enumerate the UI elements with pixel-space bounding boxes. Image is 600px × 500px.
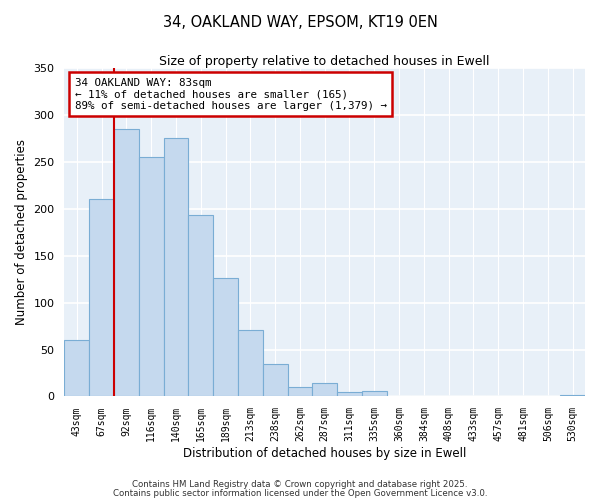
Bar <box>337 392 362 396</box>
Bar <box>560 394 585 396</box>
Text: Contains public sector information licensed under the Open Government Licence v3: Contains public sector information licen… <box>113 489 487 498</box>
Text: 34, OAKLAND WAY, EPSOM, KT19 0EN: 34, OAKLAND WAY, EPSOM, KT19 0EN <box>163 15 437 30</box>
Bar <box>287 387 313 396</box>
Bar <box>263 364 287 396</box>
Bar <box>64 340 89 396</box>
X-axis label: Distribution of detached houses by size in Ewell: Distribution of detached houses by size … <box>183 447 466 460</box>
Bar <box>213 278 238 396</box>
Bar <box>164 138 188 396</box>
Text: 34 OAKLAND WAY: 83sqm
← 11% of detached houses are smaller (165)
89% of semi-det: 34 OAKLAND WAY: 83sqm ← 11% of detached … <box>75 78 387 111</box>
Bar <box>238 330 263 396</box>
Bar <box>139 157 164 396</box>
Bar <box>362 391 386 396</box>
Bar <box>313 384 337 396</box>
Bar <box>114 129 139 396</box>
Title: Size of property relative to detached houses in Ewell: Size of property relative to detached ho… <box>160 55 490 68</box>
Text: Contains HM Land Registry data © Crown copyright and database right 2025.: Contains HM Land Registry data © Crown c… <box>132 480 468 489</box>
Bar <box>89 200 114 396</box>
Y-axis label: Number of detached properties: Number of detached properties <box>15 139 28 325</box>
Bar <box>188 215 213 396</box>
